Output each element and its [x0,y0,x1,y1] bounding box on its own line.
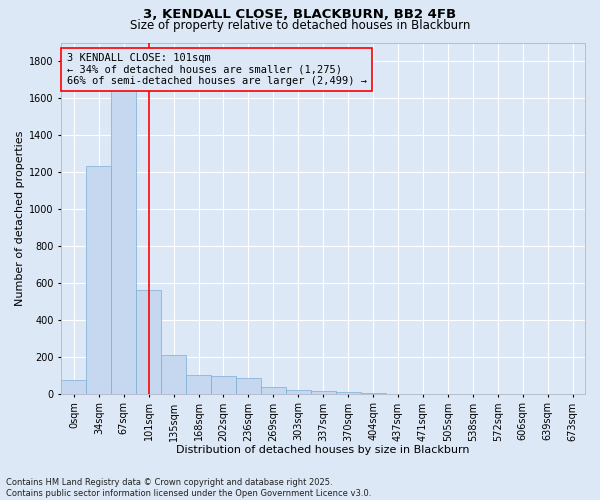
Text: 3 KENDALL CLOSE: 101sqm
← 34% of detached houses are smaller (1,275)
66% of semi: 3 KENDALL CLOSE: 101sqm ← 34% of detache… [67,53,367,86]
Bar [311,391,335,394]
Y-axis label: Number of detached properties: Number of detached properties [15,130,25,306]
Bar [161,355,186,394]
Bar [186,375,211,394]
Bar [261,387,286,394]
Bar [236,378,261,394]
Bar [86,166,111,394]
Text: 3, KENDALL CLOSE, BLACKBURN, BB2 4FB: 3, KENDALL CLOSE, BLACKBURN, BB2 4FB [143,8,457,20]
Bar [136,290,161,394]
Text: Size of property relative to detached houses in Blackburn: Size of property relative to detached ho… [130,19,470,32]
Bar [361,393,386,394]
Text: Contains HM Land Registry data © Crown copyright and database right 2025.
Contai: Contains HM Land Registry data © Crown c… [6,478,371,498]
Bar [211,376,236,394]
Bar [61,380,86,394]
Bar [111,88,136,394]
Bar [335,392,361,394]
X-axis label: Distribution of detached houses by size in Blackburn: Distribution of detached houses by size … [176,445,470,455]
Bar [286,390,311,394]
